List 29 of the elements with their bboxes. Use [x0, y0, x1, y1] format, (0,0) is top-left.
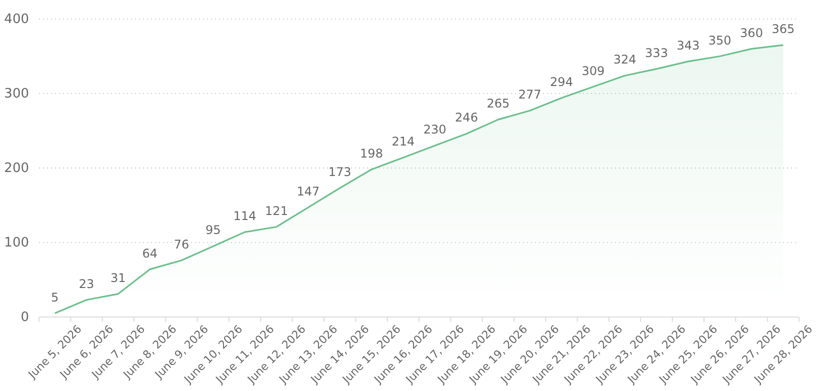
data-label: 350	[708, 33, 732, 48]
data-label: 121	[265, 204, 288, 218]
data-label: 31	[110, 270, 126, 285]
data-label: 360	[740, 26, 763, 40]
data-label: 173	[328, 165, 352, 180]
data-label: 343	[676, 38, 700, 52]
data-label: 5	[51, 290, 59, 304]
data-label: 309	[582, 64, 605, 78]
data-label: 64	[142, 246, 158, 260]
y-tick-label: 100	[4, 236, 29, 251]
data-label: 114	[233, 209, 256, 224]
data-label: 214	[392, 134, 415, 149]
y-tick-label: 0	[20, 310, 29, 326]
data-label: 230	[423, 122, 446, 137]
data-label: 95	[206, 223, 221, 238]
data-label: 198	[360, 146, 383, 160]
data-label: 294	[550, 74, 573, 89]
data-label: 246	[455, 110, 478, 125]
data-label: 324	[613, 52, 636, 67]
y-tick-label: 300	[4, 86, 29, 102]
data-label: 333	[645, 46, 668, 60]
data-label: 265	[486, 96, 510, 111]
y-tick-label: 200	[4, 161, 29, 176]
data-label: 277	[518, 88, 542, 102]
data-label: 76	[174, 237, 190, 252]
data-label: 365	[772, 22, 795, 36]
data-label: 147	[296, 184, 320, 198]
data-label: 23	[78, 276, 94, 291]
y-tick-label: 400	[4, 12, 29, 28]
